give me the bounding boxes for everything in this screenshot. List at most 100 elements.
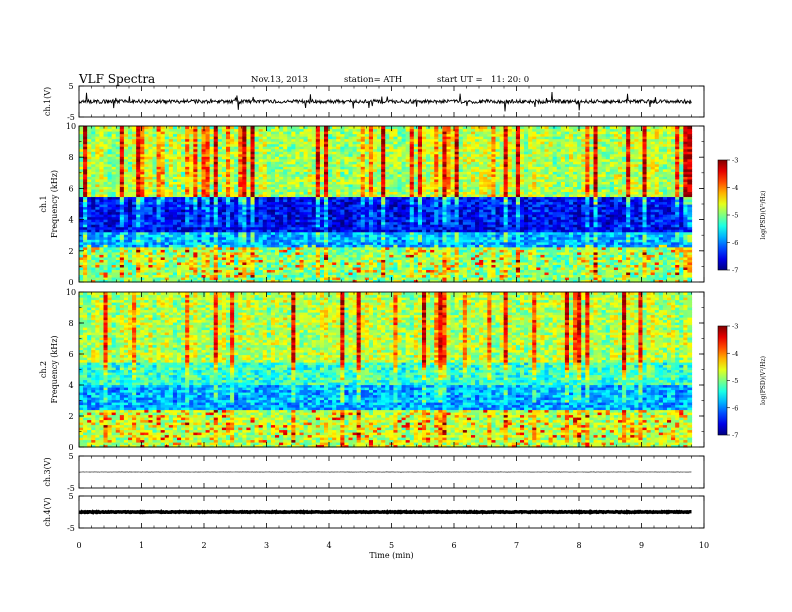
panel-2-cell: [201, 221, 207, 225]
panel-2-cell: [181, 158, 186, 162]
panel-2-cell: [111, 196, 117, 200]
panel-2-cell: [197, 143, 203, 147]
panel-2-cell: [197, 198, 203, 203]
panel-2-cell: [193, 163, 199, 167]
panel-2-cell: [197, 214, 203, 218]
panel-2-cell: [181, 201, 186, 205]
panel-2-cell: [185, 198, 190, 203]
panel-2-cell: [193, 168, 199, 172]
panel-2-cell: [156, 178, 162, 182]
panel-2-cell: [91, 241, 96, 245]
panel-2-cell: [136, 193, 141, 198]
panel-2-cell: [152, 188, 158, 193]
panel-2-cell: [140, 196, 145, 200]
panel-2-cell: [177, 256, 182, 260]
panel-2-cell: [172, 216, 178, 220]
panel-2-cell: [152, 269, 158, 273]
panel-2-cell: [189, 171, 194, 175]
panel-2-cell: [123, 276, 129, 281]
panel-2-cell: [168, 224, 174, 228]
panel-2-cell: [95, 138, 101, 142]
panel-2-cell: [168, 271, 174, 276]
panel-2-cell: [107, 171, 113, 175]
panel-2-cell: [136, 176, 141, 180]
panel-2-cell: [189, 181, 194, 185]
panel-2-cell: [128, 261, 133, 265]
panel-2-cell: [128, 176, 133, 180]
panel-2-cell: [197, 216, 203, 220]
panel-2-cell: [148, 234, 154, 238]
panel-2-cell: [87, 214, 92, 218]
panel-2-cell: [107, 128, 113, 132]
panel-2-cell: [91, 214, 96, 218]
panel-2-cell: [160, 251, 166, 255]
panel-2-cell: [132, 279, 137, 283]
panel-2-cell: [185, 151, 190, 155]
panel-2-cell: [156, 148, 162, 152]
panel-2-cell: [140, 274, 145, 278]
panel-2-cell: [111, 153, 117, 157]
panel-2-cell: [172, 266, 178, 271]
panel-2-cell: [181, 236, 186, 240]
panel-2-cell: [123, 264, 129, 268]
panel-2-cell: [197, 274, 203, 278]
panel-2-cell: [185, 186, 190, 190]
panel-2-cell: [181, 206, 186, 210]
panel-2-cell: [128, 251, 133, 255]
panel-2-cell: [201, 256, 207, 260]
panel-2-cell: [83, 161, 88, 165]
panel-2-cell: [181, 249, 186, 253]
panel-2-cell: [160, 244, 166, 248]
panel-2-cell: [107, 239, 113, 243]
panel-2-cell: [144, 226, 150, 230]
panel-2-cell: [156, 161, 162, 165]
panel-2-cell: [168, 146, 174, 150]
panel-2-cell: [156, 274, 162, 278]
panel-2-cell: [177, 254, 182, 258]
panel-2-cell: [83, 239, 88, 243]
panel-2-cell: [107, 181, 113, 185]
panel-2-cell: [156, 276, 162, 281]
panel-2-cell: [95, 261, 101, 265]
panel-2-cell: [148, 156, 154, 160]
panel-2-cell: [136, 209, 141, 213]
panel-2-cell: [95, 234, 101, 238]
panel-2-cell: [299, 126, 305, 130]
panel-2-cell: [115, 143, 121, 147]
panel-2-cell: [99, 239, 105, 243]
panel-2-cell: [79, 204, 84, 208]
panel-2-cell: [87, 193, 92, 198]
panel-2-cell: [197, 141, 203, 145]
panel-2-cell: [87, 259, 92, 263]
panel-2-cell: [87, 261, 92, 265]
panel-2-cell: [177, 171, 182, 175]
panel-2-cell: [103, 153, 109, 157]
panel-2-cell: [148, 241, 154, 245]
panel-2-cell: [111, 198, 117, 203]
panel-2-cell: [160, 271, 166, 276]
panel-2-cell: [201, 173, 207, 177]
panel-2-cell: [111, 269, 117, 273]
panel-2-cell: [87, 209, 92, 213]
panel-2-cell: [189, 188, 194, 193]
panel-2-cell: [95, 183, 101, 187]
panel-2-cell: [177, 216, 182, 220]
panel-2-cell: [164, 193, 170, 198]
panel-2-cell: [181, 246, 186, 250]
panel-2-cell: [107, 193, 113, 198]
panel-2-cell: [148, 264, 154, 268]
panel-2-cell: [111, 191, 117, 195]
panel-2-cell: [119, 178, 125, 182]
panel-2-cell: [132, 229, 137, 233]
panel-2-cell: [115, 269, 121, 273]
panel-2-cell: [160, 204, 166, 208]
panel-2-cell: [140, 191, 145, 195]
panel-2-cell: [107, 141, 113, 145]
panel-2-cell: [181, 266, 186, 271]
panel-2-cell: [99, 254, 105, 258]
panel-2-cell: [132, 259, 137, 263]
panel-2-cell: [152, 126, 158, 130]
panel-2-cell: [311, 126, 317, 130]
panel-2-cell: [177, 193, 182, 198]
panel-2-cell: [193, 131, 199, 135]
